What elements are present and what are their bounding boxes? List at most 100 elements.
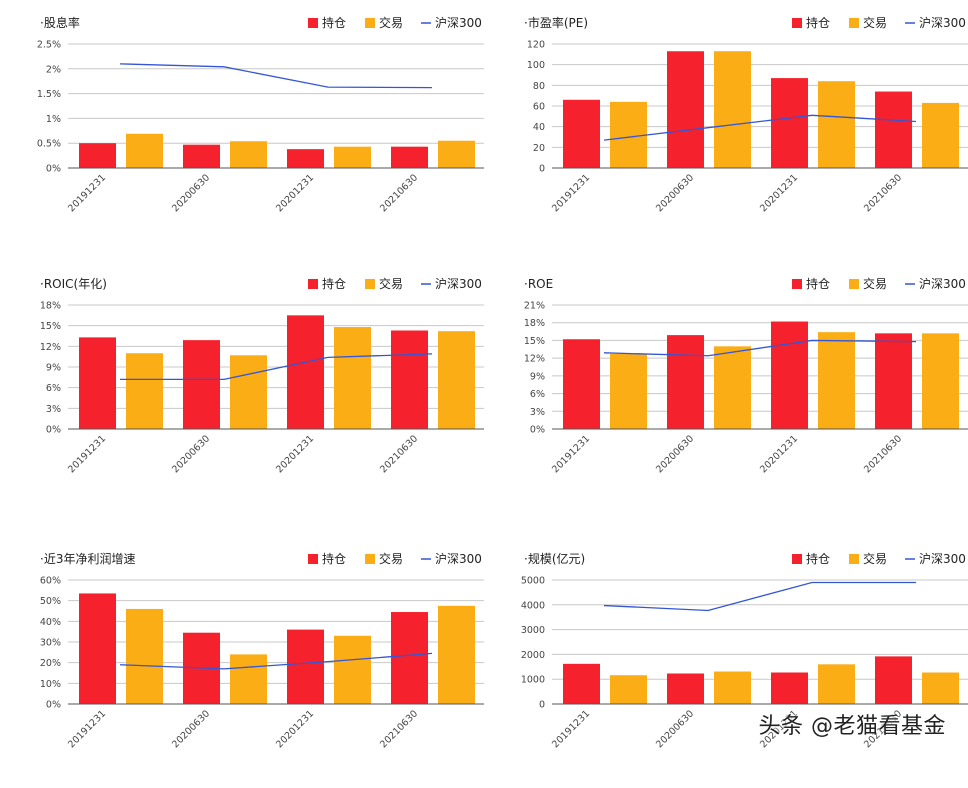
x-tick-label: 20201231 [274,433,316,475]
bar-trade [610,354,647,429]
bar-trade [334,146,371,168]
x-tick-label: 20200630 [170,708,212,750]
y-tick-label: 120 [527,40,545,51]
line-index [120,353,433,381]
bar-hold [563,339,600,429]
legend-label-trade: 交易 [379,551,403,566]
bar-trade [714,51,751,168]
bar-hold [287,149,324,168]
legend-swatch-trade [365,279,375,289]
x-tick-label: 20191231 [66,433,108,475]
y-tick-label: 0.5% [37,139,61,150]
bar-hold [183,144,220,168]
bar-trade [818,81,855,168]
bar-trade [438,331,475,429]
y-tick-label: 4000 [521,600,545,611]
bar-hold [183,340,220,429]
legend: 持仓 交易 沪深300 [308,551,482,566]
chart-title: ·ROE [524,277,553,291]
y-tick-label: 1% [46,114,61,125]
line-index [119,652,433,670]
bar-hold [875,91,912,168]
legend-label-hold: 持仓 [322,15,346,30]
bar-trade [126,133,163,168]
y-tick-label: 1000 [521,675,545,686]
legend-label-hold: 持仓 [322,276,346,291]
bar-hold [563,663,600,704]
bar-trade [230,355,267,429]
y-tick-label: 80 [533,81,545,92]
legend-label-index: 沪深300 [919,552,966,566]
legend-label-index: 沪深300 [435,277,482,291]
line-index [603,114,917,141]
chart-svg: ·股息率 持仓 交易 沪深300 0% 0.5% 1% 1.5% 2% 2.5% 20191231 2… [37,15,484,214]
legend-label-trade: 交易 [863,551,887,566]
legend-label-index: 沪深300 [919,16,966,30]
legend-swatch-trade [849,18,859,28]
bar-hold [667,673,704,704]
y-tick-label: 40 [533,122,545,133]
legend-label-index: 沪深300 [919,277,966,291]
y-tick-label: 0% [46,425,61,436]
bar-hold [667,51,704,168]
chart-profit-growth: ·近3年净利润增速 持仓 交易 沪深300 0% 10% 20% 30% 40% 50% 60% 20… [0,536,484,788]
bar-hold [563,99,600,168]
bar-trade [922,672,959,704]
chart-title: ·近3年净利润增速 [40,552,135,566]
bar-trade [438,140,475,168]
watermark: 头条 @老猫看基金 [758,714,946,739]
legend: 持仓 交易 沪深300 [792,15,966,30]
legend: 持仓 交易 沪深300 [792,276,966,291]
chart-pe-ratio: ·市盈率(PE) 持仓 交易 沪深300 0 20 40 60 80 100 120 20191231… [484,0,968,252]
bar-hold [79,593,116,704]
y-tick-label: 21% [524,301,545,312]
bar-hold [287,629,324,704]
bar-hold [771,321,808,429]
y-tick-label: 3% [530,407,545,418]
bar-trade [818,332,855,429]
legend-swatch-trade [365,554,375,564]
bar-hold [771,672,808,704]
y-tick-label: 12% [524,354,545,365]
y-tick-label: 1.5% [37,89,61,100]
legend: 持仓 交易 沪深300 [308,15,482,30]
bar-trade [922,102,959,168]
legend-swatch-hold [792,279,802,289]
line-index [603,339,917,357]
bar-hold [771,78,808,168]
y-tick-label: 0% [46,700,61,711]
y-tick-label: 18% [524,318,545,329]
x-tick-label: 20191231 [550,433,592,475]
chart-svg: ·ROIC(年化) 持仓 交易 沪深300 0% 3% 6% 9% 12% 15% 18% 20191… [40,276,484,475]
legend-swatch-hold [308,279,318,289]
legend-swatch-hold [792,18,802,28]
x-tick-label: 20201231 [758,433,800,475]
bar-hold [79,337,116,429]
x-tick-label: 20191231 [66,708,108,750]
y-tick-label: 0 [539,164,545,175]
x-tick-label: 20200630 [654,433,696,475]
y-tick-label: 12% [40,342,61,353]
legend-label-trade: 交易 [379,276,403,291]
chart-roic: ·ROIC(年化) 持仓 交易 沪深300 0% 3% 6% 9% 12% 15% 18% 20191… [0,261,484,513]
legend-label-index: 沪深300 [435,16,482,30]
x-tick-label: 20210630 [378,433,420,475]
bar-trade [610,675,647,704]
y-tick-label: 20 [533,143,545,154]
y-tick-label: 2.5% [37,40,61,51]
chart-title: ·市盈率(PE) [524,15,588,30]
bar-trade [610,101,647,168]
bar-trade [230,654,267,704]
x-tick-label: 20210630 [378,708,420,750]
y-tick-label: 6% [530,389,545,400]
bar-hold [667,335,704,429]
y-tick-label: 5000 [521,576,545,587]
y-tick-label: 2% [46,64,61,75]
legend-label-hold: 持仓 [806,551,830,566]
bar-trade [922,333,959,429]
bar-trade [818,664,855,704]
bar-trade [438,605,475,704]
y-tick-label: 60% [40,576,61,587]
legend-label-hold: 持仓 [806,276,830,291]
bar-trade [334,635,371,704]
